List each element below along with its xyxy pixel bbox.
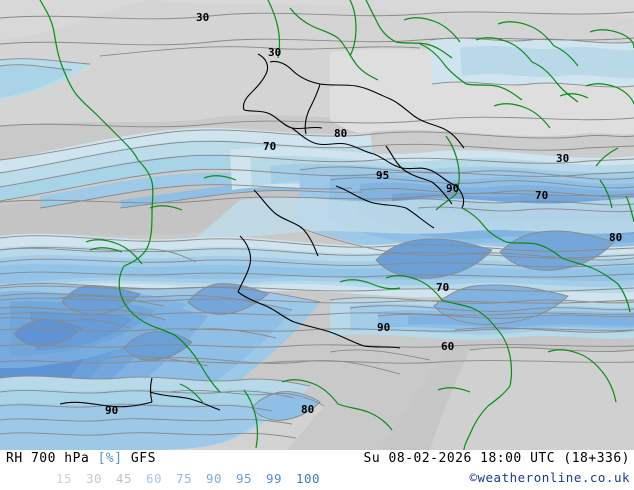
- contour-label: 30: [556, 152, 570, 165]
- legend-value[interactable]: 99: [266, 471, 283, 486]
- contour-label: 95: [376, 169, 390, 182]
- product-parameter: RH 700 hPa: [6, 451, 90, 466]
- contour-label: 30: [268, 46, 282, 59]
- legend-value[interactable]: 45: [116, 471, 133, 486]
- legend-scale[interactable]: 15 30 45 60 75 90 95 99 100: [56, 471, 330, 486]
- contour-label: 90: [446, 182, 460, 195]
- coastlines: [59, 53, 465, 411]
- map-canvas: [0, 0, 634, 450]
- product-model: GFS: [130, 451, 156, 466]
- product-title: RH 700 hPa [%] GFS: [6, 451, 156, 466]
- contour-label: 90: [377, 321, 391, 334]
- contour-label: 90: [105, 404, 119, 417]
- legend-value[interactable]: 60: [146, 471, 163, 486]
- copyright-notice[interactable]: ©weatheronline.co.uk: [469, 470, 630, 485]
- footer-title-row: RH 700 hPa [%] GFS Su 08-02-2026 18:00 U…: [0, 451, 634, 469]
- legend-value[interactable]: 75: [176, 471, 193, 486]
- legend-value[interactable]: 30: [86, 471, 103, 486]
- footer-scale-row: 15 30 45 60 75 90 95 99 100 ©weatheronli…: [0, 470, 634, 488]
- contour-label: 80: [334, 127, 348, 140]
- contour-label: 60: [441, 340, 455, 353]
- map-footer: RH 700 hPa [%] GFS Su 08-02-2026 18:00 U…: [0, 450, 634, 490]
- contour-label: 70: [535, 189, 549, 202]
- contour-label: 70: [263, 140, 277, 153]
- legend-value[interactable]: 90: [206, 471, 223, 486]
- contour-label: 80: [301, 403, 315, 416]
- rh-band-blue: [0, 38, 634, 450]
- legend-value[interactable]: 15: [56, 471, 73, 486]
- relative-humidity-map[interactable]: 30 30 70 80 95 90 30 70 80 70 90 60 90 8…: [0, 0, 634, 450]
- legend-value[interactable]: 100: [296, 471, 321, 486]
- contour-lines: [0, 11, 634, 439]
- forecast-timestamp: Su 08-02-2026 18:00 UTC (18+336): [363, 451, 630, 466]
- legend-value[interactable]: 95: [236, 471, 253, 486]
- product-unit: [%]: [97, 451, 123, 466]
- contour-label: 80: [609, 231, 623, 244]
- contour-label: 70: [436, 281, 450, 294]
- contour-label: 30: [196, 11, 210, 24]
- country-borders: [39, 0, 634, 450]
